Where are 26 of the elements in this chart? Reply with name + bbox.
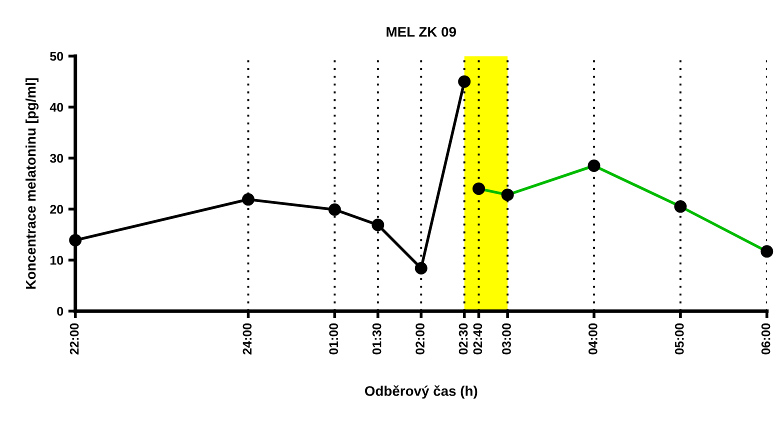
y-tick-label: 0 <box>57 306 64 316</box>
x-axis-title: Odběrový čas (h) <box>364 385 478 399</box>
x-tick-label: 01:00 <box>329 323 338 354</box>
y-tick-label: 50 <box>50 52 64 61</box>
y-tick-label: 30 <box>50 154 64 163</box>
y-axis-title: Koncentrace melatoninu [pg/ml] <box>26 78 39 289</box>
point <box>328 203 341 216</box>
x-tick-label: 22:00 <box>70 323 79 354</box>
x-tick-label: 05:00 <box>674 323 684 354</box>
x-tick-label: 02:40 <box>473 323 482 354</box>
chart-title: MEL ZK 09 <box>386 26 456 37</box>
point <box>414 262 428 275</box>
point <box>69 234 82 246</box>
y-tick-label: 40 <box>50 102 64 112</box>
point <box>458 75 471 88</box>
x-tick-label: 03:00 <box>502 323 511 354</box>
x-tick-label: 02:30 <box>458 323 468 354</box>
y-tick-label: 20 <box>50 204 64 214</box>
x-tick-label: 24:00 <box>242 323 252 354</box>
y-tick-label: 10 <box>50 256 64 265</box>
x-tick-label: 04:00 <box>588 323 598 354</box>
x-tick-label: 02:00 <box>416 323 424 354</box>
x-tick-label: 01:30 <box>372 323 382 354</box>
point <box>372 218 384 232</box>
point <box>242 193 254 206</box>
x-tick-label: 06:00 <box>761 323 770 354</box>
